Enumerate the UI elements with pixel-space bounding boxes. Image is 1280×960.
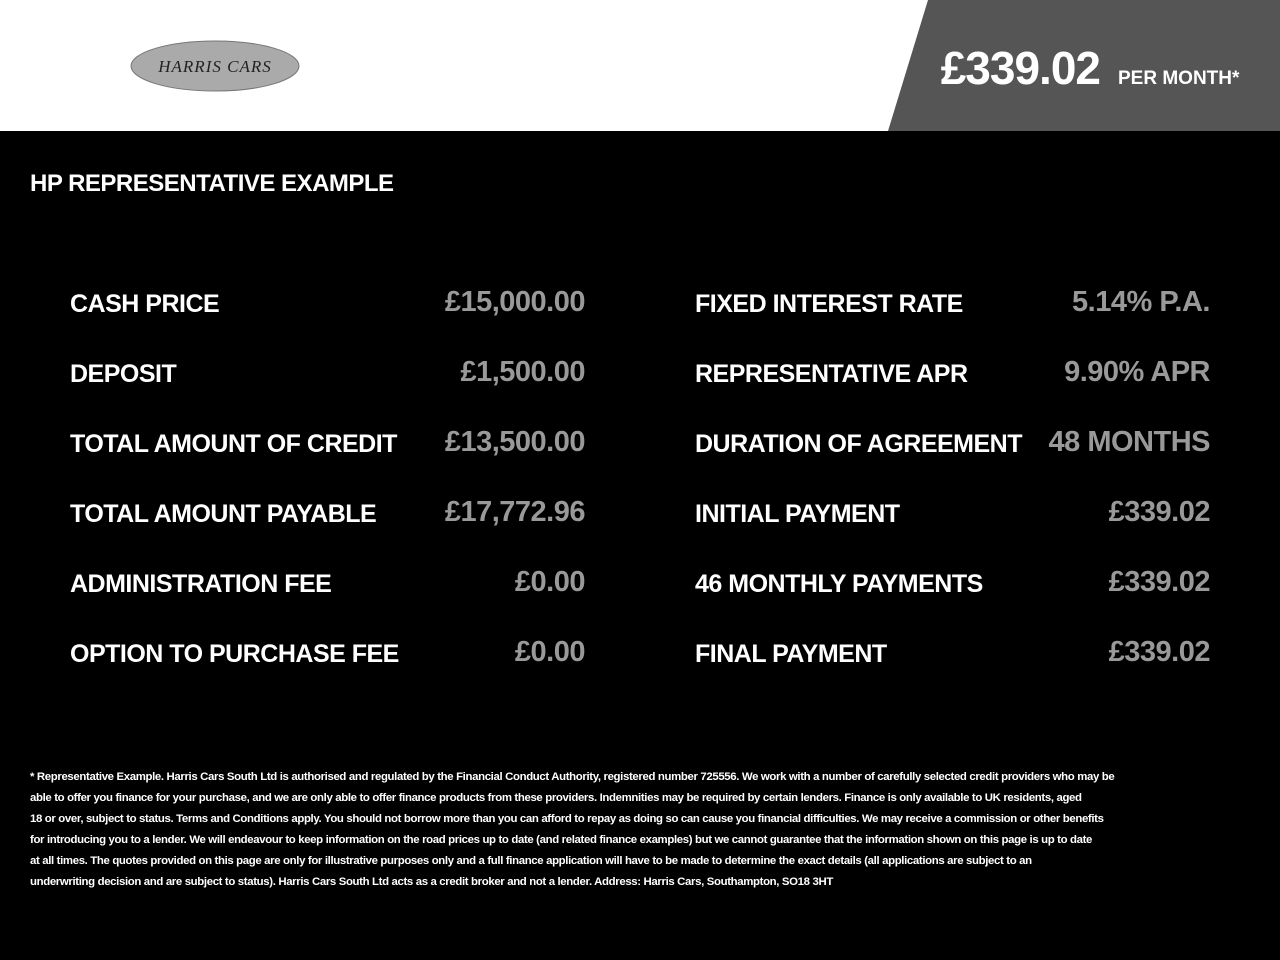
row-value: £15,000.00 [444,286,586,318]
disclaimer-line: at all times. The quotes provided on thi… [30,855,1032,867]
disclaimer-line: underwriting decision and are subject to… [30,876,833,888]
row-value: 48 MONTHS [1048,426,1211,458]
row-label: FIXED INTEREST RATE [695,290,963,318]
row-label: TOTAL AMOUNT PAYABLE [70,500,377,528]
row-value: £339.02 [1108,566,1211,598]
row-label: TOTAL AMOUNT OF CREDIT [70,430,397,458]
disclaimer-line: 18 or over, subject to status. Terms and… [30,813,1104,825]
row-value: £17,772.96 [444,496,586,528]
row-label: OPTION TO PURCHASE FEE [70,640,399,668]
price-suffix: PER MONTH* [1118,68,1240,89]
row-value: £339.02 [1108,496,1211,528]
row-label: FINAL PAYMENT [695,640,887,668]
disclaimer-line: able to offer you finance for your purch… [30,792,1082,804]
price-panel [888,0,1280,131]
row-value: £0.00 [514,636,586,668]
row-label: 46 MONTHLY PAYMENTS [695,570,983,598]
disclaimer-line: for introducing you to a lender. We will… [30,834,1093,846]
disclaimer-line: * Representative Example. Harris Cars So… [30,771,1115,783]
row-value: £339.02 [1108,636,1211,668]
logo-badge [130,40,300,92]
header: HARRIS CARS £339.02 PER MONTH* [0,0,1280,131]
row-value: £1,500.00 [460,356,585,388]
row-label: CASH PRICE [70,290,220,318]
row-value: £13,500.00 [444,426,586,458]
row-label: DEPOSIT [70,360,177,388]
row-label: INITIAL PAYMENT [695,500,900,528]
logo: HARRIS CARS [157,57,271,76]
row-label: ADMINISTRATION FEE [70,570,332,598]
row-value: 5.14% P.A. [1072,286,1210,318]
row-value: 9.90% APR [1064,356,1210,388]
section-title: HP REPRESENTATIVE EXAMPLE [30,170,394,197]
row-value: £0.00 [514,566,586,598]
price: £339.02 [941,42,1100,94]
row-label: REPRESENTATIVE APR [695,360,968,388]
row-label: DURATION OF AGREEMENT [695,430,1023,458]
